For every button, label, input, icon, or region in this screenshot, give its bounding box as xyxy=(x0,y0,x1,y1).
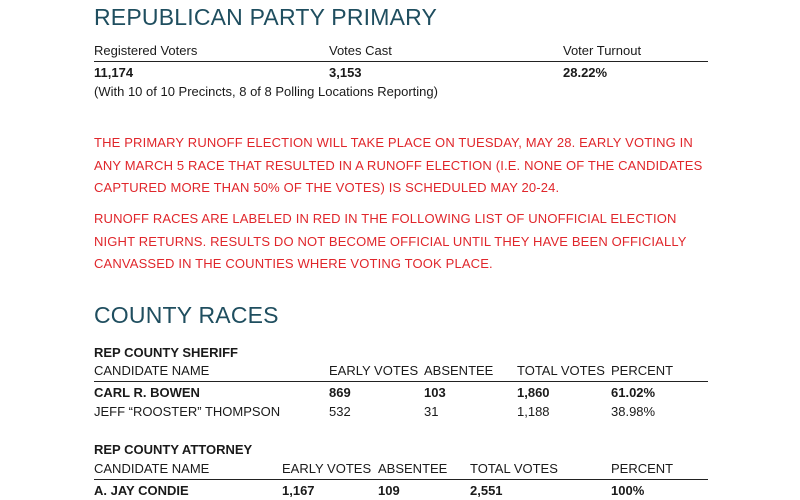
votes-cast-value: 3,153 xyxy=(329,65,362,80)
early-votes-header: EARLY VOTES xyxy=(282,461,372,476)
primary-header-rule xyxy=(94,61,708,62)
attorney-header-rule xyxy=(94,479,708,480)
percent-header: PERCENT xyxy=(611,461,674,476)
candidate-name: CARL R. BOWEN xyxy=(94,385,200,400)
percent: 61.02% xyxy=(611,385,656,400)
early-votes-header: EARLY VOTES xyxy=(329,363,419,378)
sheriff-header-rule xyxy=(94,381,708,382)
voter-turnout-value: 28.22% xyxy=(563,65,608,80)
total-votes: 1,860 xyxy=(517,385,550,400)
runoff-notice: THE PRIMARY RUNOFF ELECTION WILL TAKE PL… xyxy=(94,135,703,195)
absentee-votes: 31 xyxy=(424,404,439,419)
votes-cast-header: Votes Cast xyxy=(329,43,392,58)
candidate-name-header: CANDIDATE NAME xyxy=(94,363,210,378)
candidate-name: A. JAY CONDIE xyxy=(94,483,189,498)
reporting-note: (With 10 of 10 Precincts, 8 of 8 Polling… xyxy=(94,84,438,99)
registered-voters-value: 11,174 xyxy=(94,65,134,80)
voter-turnout-header: Voter Turnout xyxy=(563,43,642,58)
unofficial-results-notice: RUNOFF RACES ARE LABELED IN RED IN THE F… xyxy=(94,211,687,271)
absentee-header: ABSENTEE xyxy=(424,363,494,378)
early-votes: 532 xyxy=(329,404,351,419)
total-votes-header: TOTAL VOTES xyxy=(517,363,605,378)
candidate-name-header: CANDIDATE NAME xyxy=(94,461,210,476)
percent: 38.98% xyxy=(611,404,656,419)
sheriff-race-title: REP COUNTY SHERIFF xyxy=(94,345,238,360)
primary-title: REPUBLICAN PARTY PRIMARY xyxy=(94,4,438,30)
absentee-votes: 109 xyxy=(378,483,400,498)
total-votes-header: TOTAL VOTES xyxy=(470,461,558,476)
percent: 100% xyxy=(611,483,645,498)
county-races-title: COUNTY RACES xyxy=(94,302,279,328)
candidate-name: JEFF “ROOSTER” THOMPSON xyxy=(94,404,281,419)
percent-header: PERCENT xyxy=(611,363,674,378)
total-votes: 1,188 xyxy=(517,404,550,419)
attorney-race-title: REP COUNTY ATTORNEY xyxy=(94,442,253,457)
registered-voters-header: Registered Voters xyxy=(94,43,198,58)
early-votes: 869 xyxy=(329,385,351,400)
early-votes: 1,167 xyxy=(282,483,315,498)
total-votes: 2,551 xyxy=(470,483,503,498)
absentee-header: ABSENTEE xyxy=(378,461,448,476)
absentee-votes: 103 xyxy=(424,385,446,400)
